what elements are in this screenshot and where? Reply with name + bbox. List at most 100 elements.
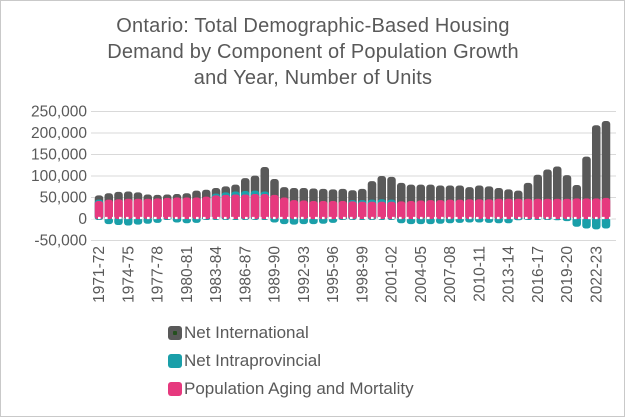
bar-segment: [280, 197, 289, 219]
net-intraprovincial-swatch-icon: [168, 353, 182, 368]
bar-segment: [104, 199, 113, 219]
bar-segment: [582, 217, 591, 229]
bar-segment: [358, 201, 367, 219]
chart-title: Ontario: Total Demographic-Based Housing…: [63, 13, 563, 91]
x-tick-label: 1980-81: [179, 246, 196, 303]
legend-item-label: Net International: [184, 323, 309, 342]
bar-segment: [494, 198, 503, 219]
chart-title-line-1: Ontario: Total Demographic-Based Housing: [116, 15, 510, 37]
bar-segment: [163, 197, 172, 219]
x-tick-label: 1992-93: [296, 246, 313, 303]
bar-segment: [202, 196, 211, 219]
bar-segment: [153, 198, 162, 219]
chart-plot-area: 250,000 200,000 150,000 100,000 50,000 0 -50,0…: [31, 104, 616, 303]
bar-segment: [289, 200, 299, 219]
bar-segment: [601, 217, 611, 229]
bar-segment: [270, 194, 279, 219]
bar-segment: [426, 200, 435, 219]
bar-segment: [241, 194, 250, 219]
x-tick-label: 1998-99: [354, 246, 371, 303]
bar-segment: [562, 198, 572, 219]
bar-segment: [124, 217, 133, 226]
x-tick-label: 2013-14: [501, 246, 518, 303]
x-tick-label: 2016-17: [530, 246, 547, 303]
y-tick-label: 200,000: [31, 125, 87, 142]
x-tick-label: 2001-02: [384, 246, 401, 303]
bar-segment: [94, 200, 104, 219]
population-aging-swatch-icon: [168, 381, 182, 396]
bar-segment: [367, 201, 377, 219]
bar-segment: [592, 198, 601, 219]
bar-segment: [514, 198, 523, 219]
bar-segment: [143, 198, 152, 219]
bar-segment: [397, 201, 406, 219]
y-tick-label: 150,000: [31, 147, 87, 164]
bar-segment: [182, 197, 191, 219]
y-tick-label: -50,000: [34, 233, 87, 250]
bar-segment: [299, 200, 308, 219]
bar-segment: [416, 200, 425, 219]
bar-segment: [133, 198, 143, 219]
x-tick-label: 1986-87: [237, 246, 254, 303]
bar-segment: [436, 200, 445, 219]
bar-segment: [465, 199, 474, 219]
bar-segment: [572, 198, 581, 219]
bar-segment: [231, 194, 240, 219]
x-tick-label: 2022-23: [588, 246, 605, 303]
bar-segment: [572, 217, 581, 227]
bar-segment: [377, 201, 386, 219]
bar-segment: [319, 200, 328, 219]
bar-segment: [543, 198, 552, 219]
x-tick-label: 2004-05: [413, 246, 430, 303]
bar-segment: [592, 125, 601, 220]
bar-segment: [348, 201, 357, 219]
bar-segment: [523, 198, 533, 219]
y-tick-label: 50,000: [40, 190, 88, 207]
bar-segment: [387, 201, 396, 219]
bar-segment: [484, 199, 494, 219]
bar-segment: [406, 200, 416, 219]
bar-segment: [211, 195, 221, 219]
bar-segment: [601, 120, 611, 220]
y-tick-label: 0: [78, 211, 87, 228]
bar-segment: [260, 194, 269, 219]
x-tick-label: 1989-90: [267, 246, 284, 303]
bar-segment: [592, 217, 601, 230]
chart-title-line-3: and Year, Number of Units: [193, 67, 433, 89]
x-tick-label: 1983-84: [208, 246, 225, 303]
legend-item-population-aging: Population Aging and Mortality: [168, 379, 414, 398]
x-tick-label: 2019-20: [559, 246, 576, 303]
x-tick-label: 1971-72: [91, 246, 108, 303]
bar-segment: [192, 197, 201, 219]
bar-segment: [553, 198, 562, 219]
legend-item-label: Population Aging and Mortality: [184, 379, 414, 398]
bar-segment: [328, 200, 338, 219]
bar-segment: [250, 194, 260, 219]
y-tick-label: 100,000: [31, 168, 87, 185]
net-international-swatch-icon: [168, 325, 182, 340]
x-tick-label: 1977-78: [150, 246, 167, 303]
y-tick-label: 250,000: [31, 104, 87, 121]
bar-segment: [309, 200, 318, 219]
bar-segment: [582, 198, 591, 219]
legend-item-net-intraprovincial: Net Intraprovincial: [168, 351, 414, 370]
bar-segment: [601, 197, 611, 219]
legend-item-net-international: Net International: [168, 323, 414, 342]
bar-segment: [475, 199, 484, 219]
bar-segment: [221, 194, 230, 219]
bar-segment: [172, 197, 182, 219]
bar-segment: [504, 198, 513, 219]
bar-segment: [533, 198, 542, 219]
x-tick-label: 2007-08: [442, 246, 459, 303]
x-tick-label: 1974-75: [120, 246, 137, 303]
x-tick-label: 1995-96: [325, 246, 342, 303]
bar-segment: [114, 199, 123, 219]
bar-segment: [455, 199, 464, 219]
x-tick-label: 2010-11: [471, 246, 488, 302]
bar-segment: [445, 199, 455, 219]
bar-segment: [124, 198, 133, 219]
chart-title-line-2: Demand by Component of Population Growth: [107, 41, 519, 63]
chart-legend: Net International Net Intraprovincial Po…: [168, 323, 414, 398]
bar-segment: [338, 200, 347, 219]
